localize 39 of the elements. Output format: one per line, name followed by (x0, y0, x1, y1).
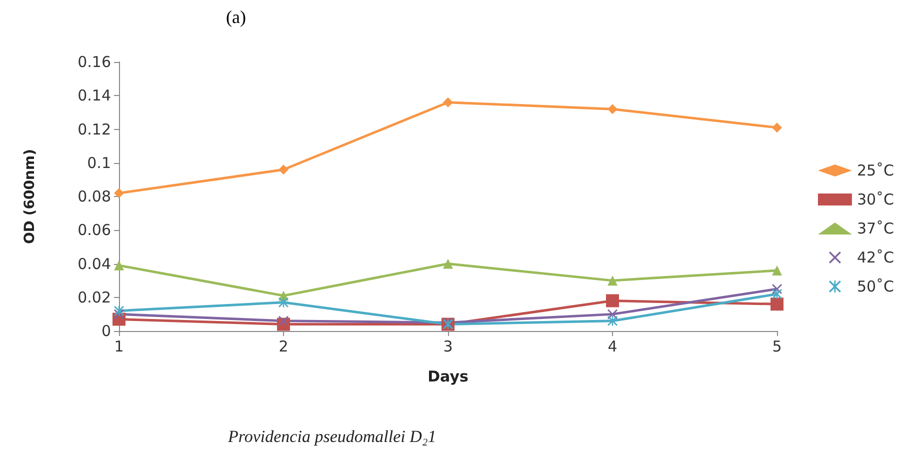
x-tick-label: 1 (114, 338, 124, 356)
point (278, 316, 288, 326)
legend-label: 37˚C (856, 220, 894, 238)
point (772, 265, 782, 276)
point (772, 122, 782, 133)
y-tick-label: 0.08 (78, 188, 111, 206)
point (772, 289, 782, 300)
y-tick-label: 0.06 (78, 221, 111, 240)
y-tick-label: 0.16 (78, 53, 111, 71)
y-tick-label: 0.14 (78, 86, 111, 105)
y-tick-label: 0.04 (78, 254, 111, 273)
y-tick-label: 0.12 (78, 120, 111, 138)
legend-label: 50˚C (856, 278, 894, 296)
text: Providencia pseudomallei D₂1 (227, 427, 436, 446)
y-tick-label: 0.1 (87, 154, 111, 172)
y-axis-title: OD (600nm) (22, 149, 38, 244)
chart-title: (a) (226, 7, 246, 27)
x-axis-title: Days (428, 368, 468, 386)
point (278, 297, 288, 308)
point (608, 276, 618, 286)
point (770, 298, 784, 311)
point (114, 188, 124, 198)
x-tick-label: 2 (278, 338, 288, 356)
point (114, 306, 124, 316)
x-tick-label: 5 (772, 338, 782, 356)
legend-label: 30˚C (856, 190, 894, 208)
x-tick-label: 3 (443, 338, 453, 356)
y-tick-label: 0.02 (78, 288, 111, 306)
legend-label: 25˚C (856, 162, 894, 180)
point (278, 164, 288, 175)
point (443, 258, 453, 269)
y-tick-label: 0 (101, 322, 111, 340)
point (114, 260, 124, 270)
point (606, 294, 619, 308)
point (608, 316, 618, 326)
point (443, 97, 453, 108)
legend-label: 42˚C (856, 248, 894, 266)
x-tick-label: 4 (608, 338, 618, 356)
point (608, 104, 618, 114)
